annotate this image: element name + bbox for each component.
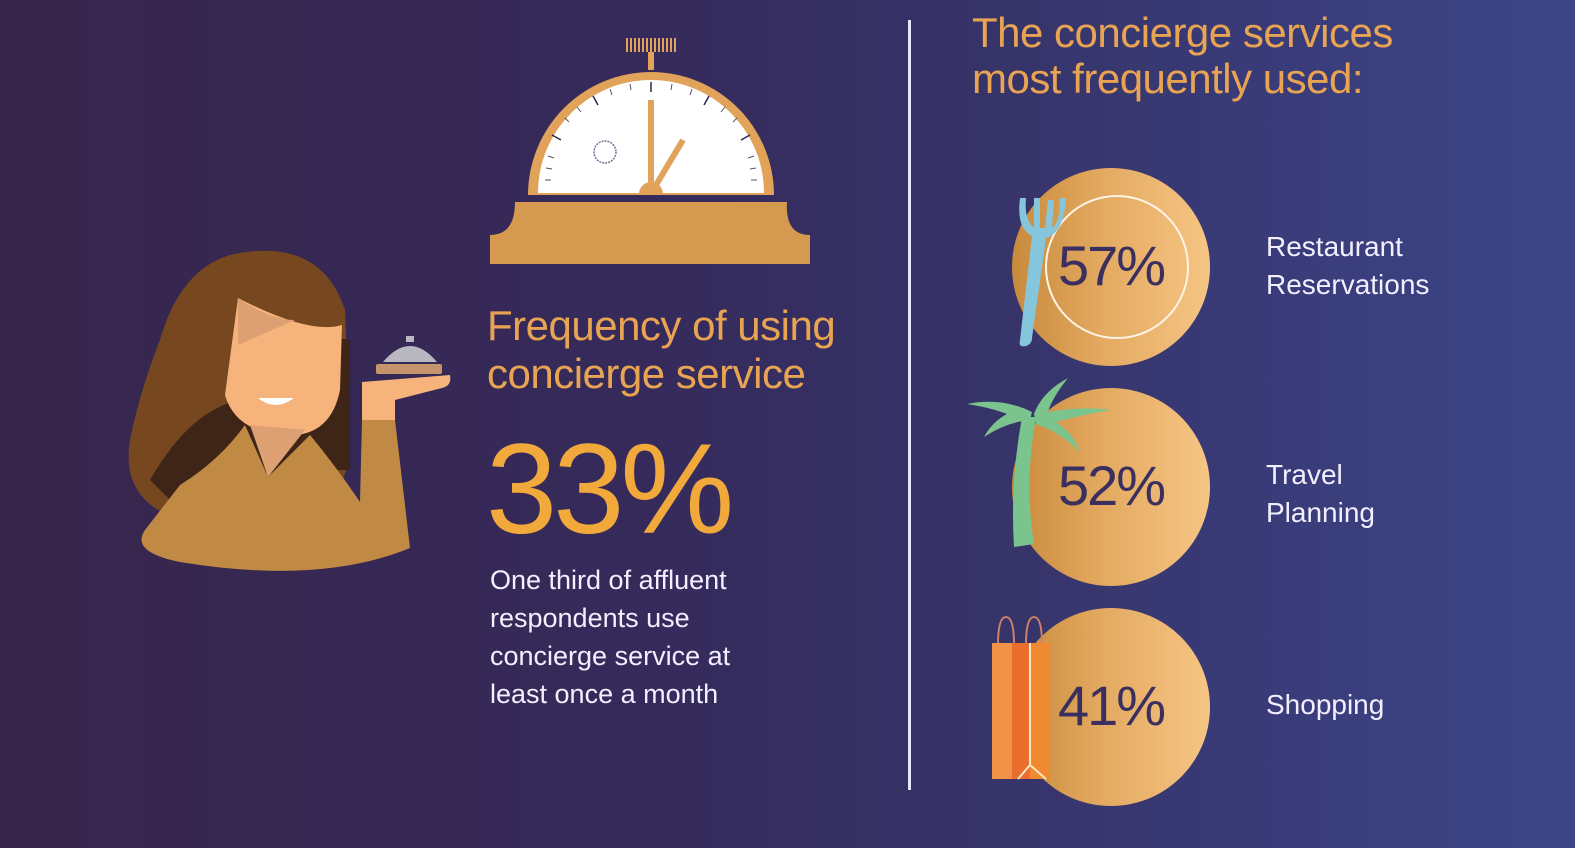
service-label-line2: Reservations: [1266, 269, 1430, 300]
fork-icon: [1019, 198, 1066, 347]
woman-holding-bell-icon: [128, 250, 451, 571]
stat-value: 52%: [1058, 454, 1166, 517]
description-line: respondents use: [490, 603, 690, 633]
service-label-line1: Restaurant: [1266, 231, 1403, 262]
frequency-title-line2: concierge service: [487, 350, 806, 397]
frequency-title-line1: Frequency of using: [487, 302, 836, 349]
stat-value: 57%: [1058, 234, 1166, 297]
description-line: least once a month: [490, 679, 719, 709]
vertical-divider: [908, 20, 911, 790]
services-title-line2: most frequently used:: [972, 55, 1364, 102]
frequency-description: One third of affluent respondents use co…: [490, 561, 790, 713]
service-label-line2: Planning: [1266, 497, 1375, 528]
stat-value: 41%: [1058, 674, 1166, 737]
service-bell-clock-icon: [490, 38, 810, 264]
services-title: The concierge services most frequently u…: [972, 10, 1393, 102]
service-label-line1: Shopping: [1266, 689, 1385, 720]
description-line: concierge service at: [490, 641, 731, 671]
description-line: One third of affluent: [490, 565, 727, 595]
service-label: Restaurant Reservations: [1266, 228, 1429, 304]
service-label: Travel Planning: [1266, 456, 1375, 532]
plate-ring: [1045, 195, 1189, 339]
frequency-stat-value: 33%: [486, 418, 734, 561]
palm-tree-icon: [967, 378, 1110, 547]
service-label: Shopping: [1266, 686, 1384, 724]
frequency-title: Frequency of using concierge service: [487, 302, 836, 398]
shopping-bag-icon: [992, 615, 1050, 780]
service-label-line1: Travel: [1266, 459, 1343, 490]
services-title-line1: The concierge services: [972, 9, 1393, 56]
